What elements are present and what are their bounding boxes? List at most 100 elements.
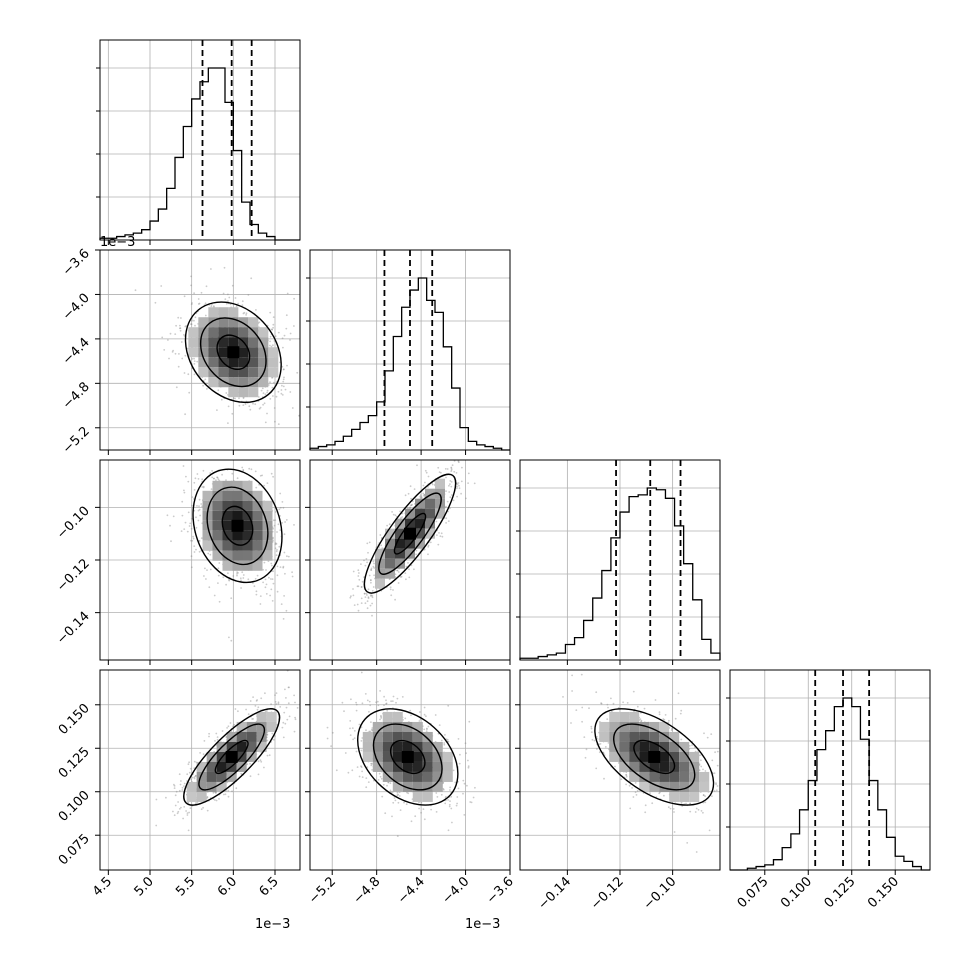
sample-point	[275, 395, 278, 398]
sample-point	[190, 275, 193, 278]
sample-point	[189, 807, 192, 809]
sample-point	[226, 727, 229, 729]
sample-point	[281, 337, 284, 340]
density-cell	[212, 530, 223, 541]
sample-point	[458, 487, 461, 490]
sample-point	[385, 703, 387, 705]
density-cell	[382, 741, 393, 752]
sample-point	[242, 404, 245, 406]
sample-point	[376, 700, 379, 703]
sample-point	[379, 718, 381, 721]
density-cell	[252, 520, 263, 531]
sample-point	[206, 796, 209, 799]
sample-point	[367, 781, 370, 783]
density-cell	[228, 317, 239, 328]
sample-point	[456, 483, 459, 486]
density-cell	[222, 550, 233, 561]
sample-point	[264, 692, 266, 695]
sample-point	[272, 539, 274, 542]
sample-point	[449, 789, 451, 791]
sample-point	[210, 305, 213, 308]
density-cell	[402, 721, 413, 732]
sample-point	[418, 807, 420, 810]
sample-point	[366, 561, 368, 564]
sample-point	[285, 609, 288, 612]
sample-point	[180, 317, 182, 319]
sample-point	[424, 469, 427, 472]
sample-point	[352, 594, 355, 597]
sample-point	[419, 718, 422, 721]
sample-point	[365, 786, 368, 789]
sample-point	[369, 604, 372, 607]
sample-point	[279, 566, 282, 568]
sample-point	[449, 483, 451, 485]
density-cell	[372, 741, 383, 752]
sample-point	[285, 327, 288, 330]
sample-point	[293, 694, 295, 697]
sample-point	[356, 766, 359, 768]
sample-point	[449, 496, 452, 499]
sample-point	[462, 792, 464, 795]
sample-point	[190, 539, 192, 542]
sample-point	[360, 749, 363, 752]
sample-point	[360, 740, 363, 742]
sample-point	[446, 468, 449, 470]
sample-point	[240, 587, 243, 589]
sample-point	[235, 787, 238, 790]
sample-point	[369, 579, 372, 582]
sample-point	[418, 801, 420, 804]
density-cell	[402, 741, 413, 752]
density-cell	[208, 317, 219, 328]
sample-point	[423, 713, 426, 716]
sample-point	[368, 541, 371, 544]
sample-point	[467, 766, 470, 769]
sample-point	[201, 478, 204, 481]
sample-point	[385, 702, 388, 705]
sample-point	[400, 516, 402, 519]
sample-point	[231, 472, 234, 475]
density-cell	[222, 500, 233, 511]
sample-point	[364, 602, 367, 605]
sample-point	[458, 762, 461, 765]
sample-point	[190, 323, 192, 325]
sample-point	[394, 799, 397, 802]
sample-point	[368, 700, 371, 703]
sample-point	[439, 535, 442, 538]
sample-point	[391, 815, 393, 818]
sample-point	[227, 300, 229, 302]
sample-point	[195, 526, 198, 529]
density-cell	[415, 528, 425, 539]
sample-point	[363, 592, 366, 595]
contour-level-1	[378, 492, 442, 575]
sample-point	[238, 397, 240, 400]
sample-point	[175, 790, 178, 793]
sample-point	[293, 524, 295, 526]
sample-point	[188, 391, 191, 394]
sample-point	[220, 454, 222, 456]
sample-point	[380, 714, 382, 717]
sample-point	[244, 403, 247, 405]
density-cell	[202, 540, 213, 551]
sample-point	[404, 494, 407, 497]
sample-point	[286, 555, 288, 558]
sample-point	[285, 706, 288, 709]
density-cell	[256, 731, 267, 742]
sample-point	[202, 753, 205, 756]
sample-point	[183, 333, 185, 336]
sample-point	[190, 303, 193, 306]
density-cell	[256, 711, 267, 722]
sample-point	[173, 785, 176, 787]
sample-point	[225, 479, 227, 481]
sample-point	[296, 707, 299, 709]
sample-point	[396, 835, 399, 837]
sample-point	[626, 702, 629, 704]
sample-point	[198, 540, 201, 542]
sample-point	[271, 376, 273, 379]
joint-panel-1-2	[309, 459, 511, 661]
density-cell	[228, 367, 239, 378]
sample-point	[236, 571, 239, 573]
sample-point	[180, 806, 182, 809]
sample-point	[284, 572, 286, 575]
density-cell	[238, 317, 249, 328]
density-cell	[222, 510, 233, 521]
